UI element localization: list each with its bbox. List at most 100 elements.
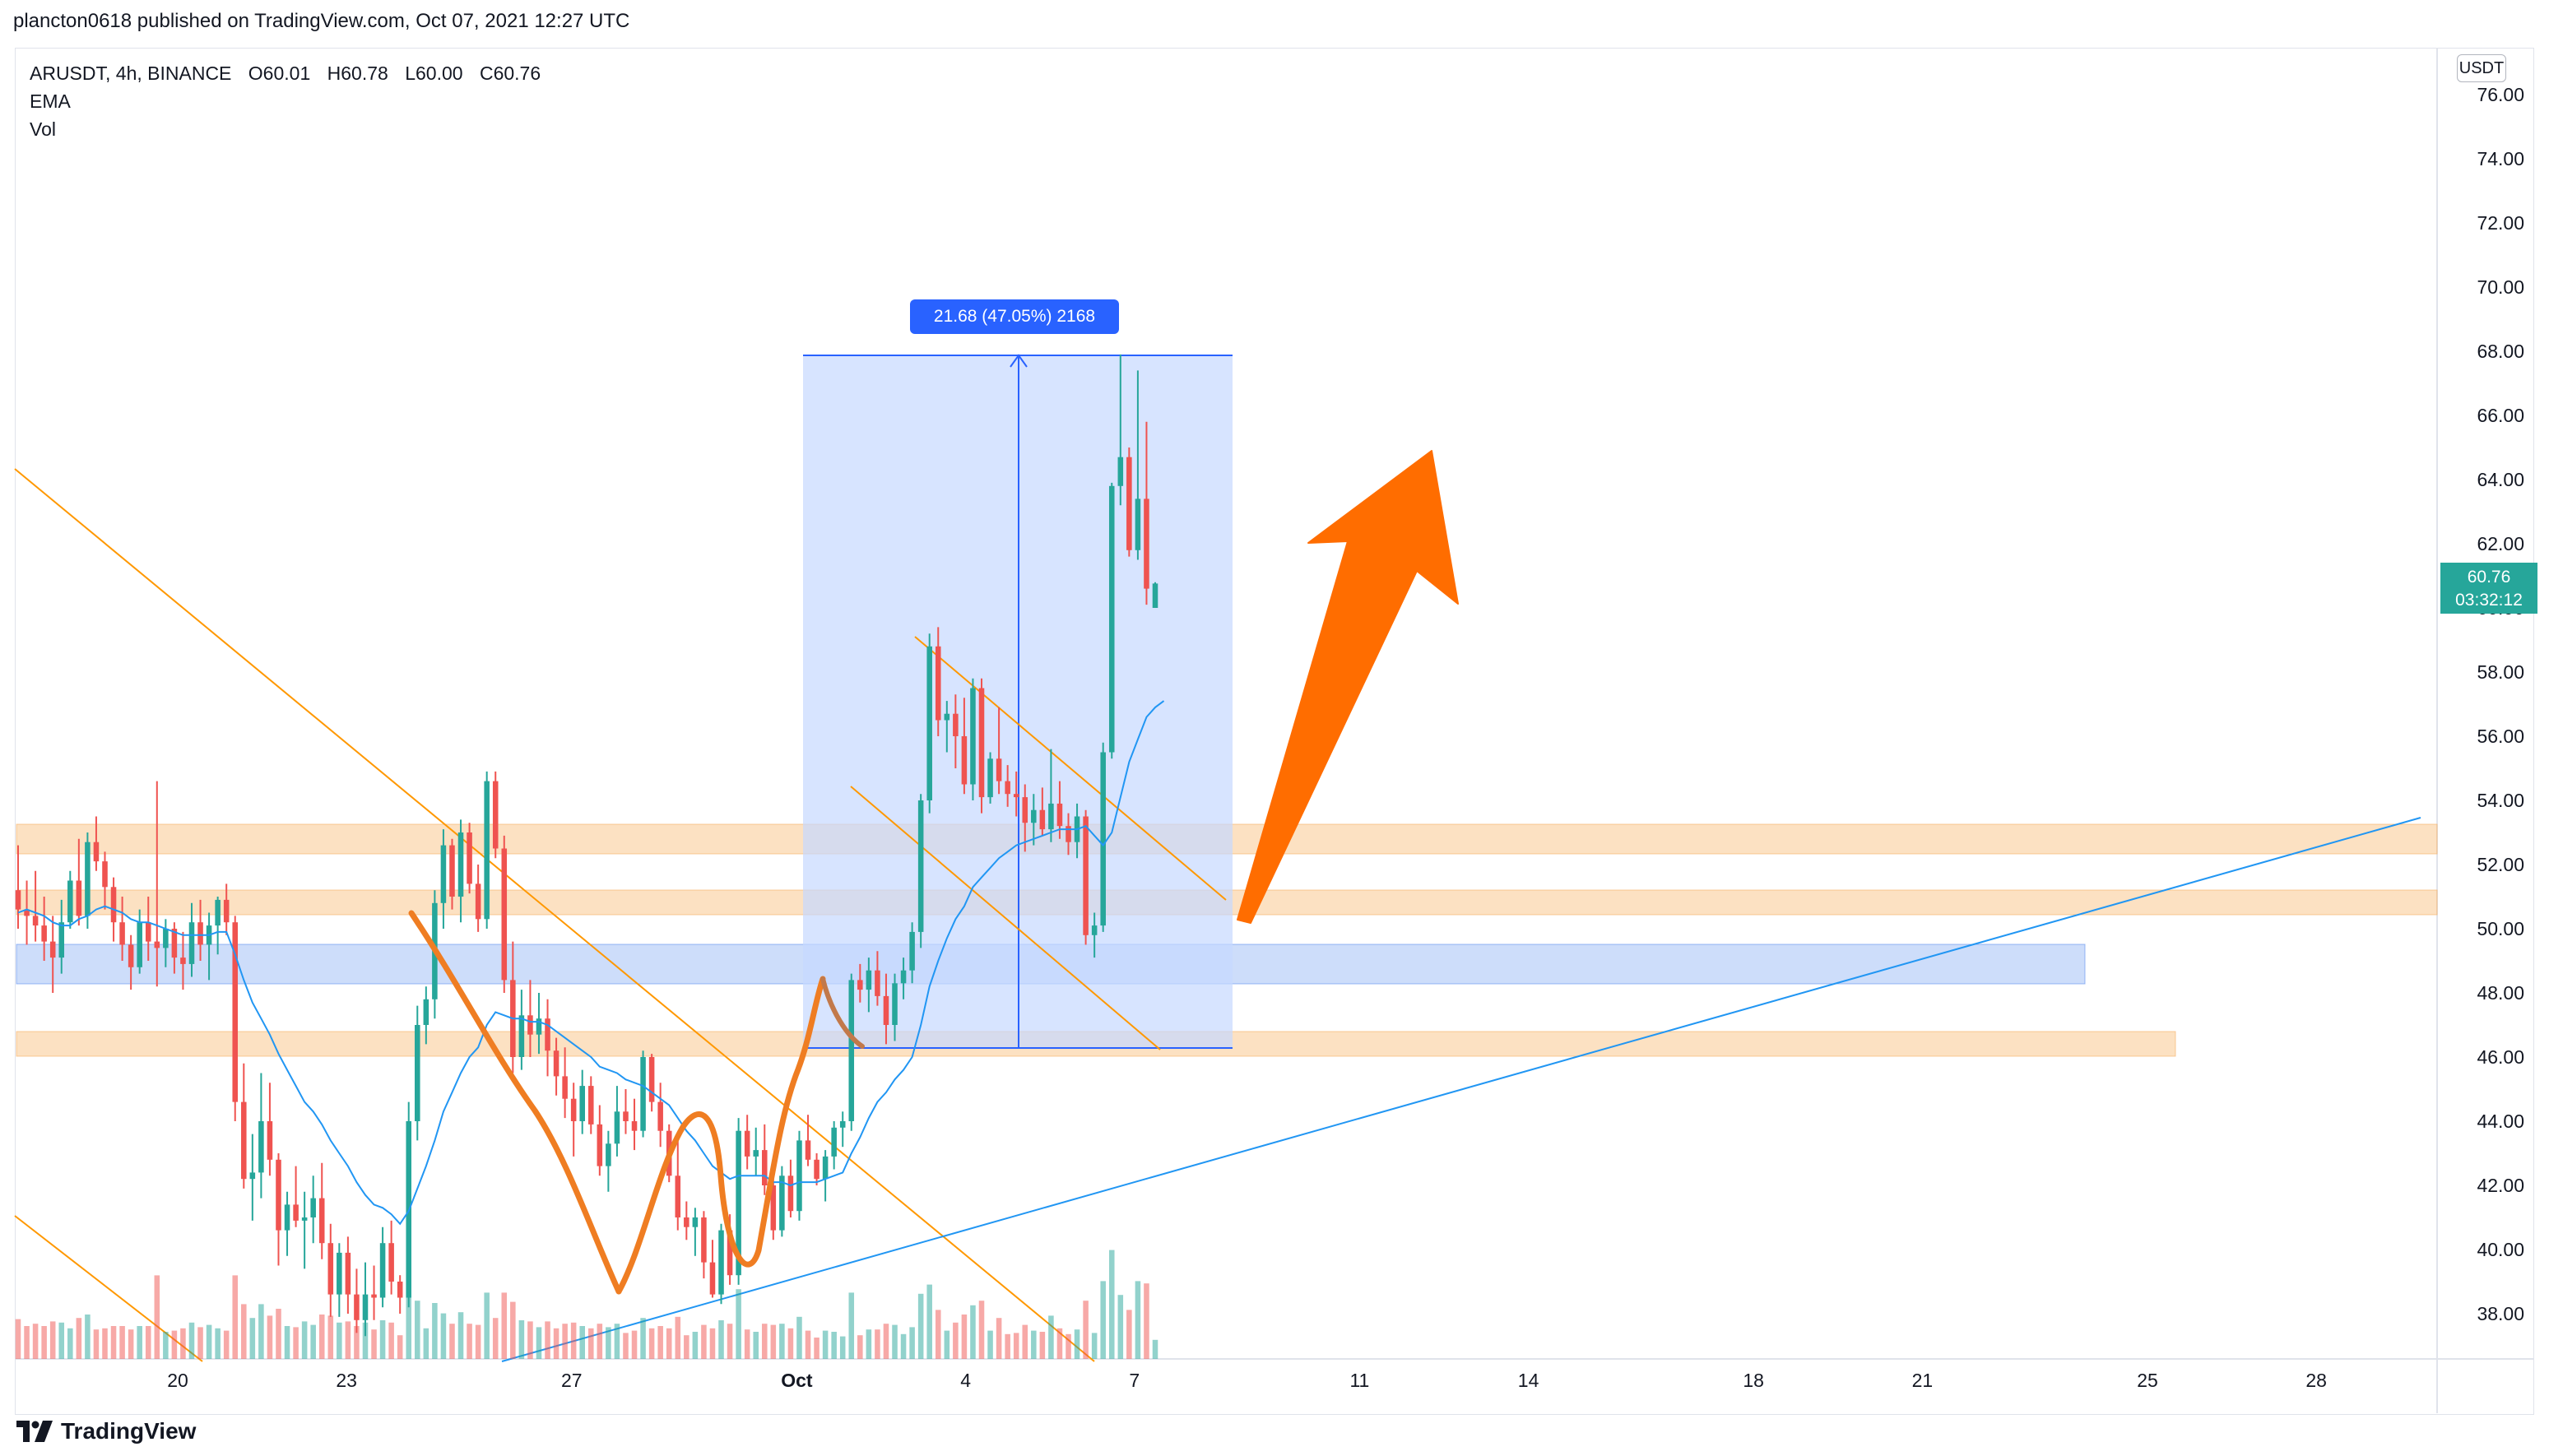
candle-body xyxy=(379,1243,386,1298)
price-axis[interactable]: 38.00 40.00 42.00 44.00 46.00 48.00 50.00 52.00… xyxy=(2477,84,2524,1324)
volume-bar xyxy=(188,1322,195,1359)
price-tick-label: 72.00 xyxy=(2477,212,2524,234)
time-tick-label: 7 xyxy=(1129,1370,1140,1391)
hand-drawn-curve-2[interactable] xyxy=(615,976,826,1295)
volume-bar xyxy=(119,1326,125,1359)
tradingview-logo[interactable]: TradingView xyxy=(16,1418,196,1444)
volume-bar xyxy=(301,1321,308,1359)
candle-body xyxy=(1117,457,1124,486)
descending-trendline-lower[interactable] xyxy=(14,1215,203,1362)
candle-body xyxy=(58,922,65,958)
time-tick-label: 20 xyxy=(167,1370,188,1391)
currency-button[interactable]: USDT xyxy=(2457,54,2506,82)
candle-body xyxy=(1048,803,1054,830)
candle-body xyxy=(484,781,490,920)
price-tick-label: 64.00 xyxy=(2477,469,2524,490)
candle-body xyxy=(267,1121,273,1160)
candle-body xyxy=(110,887,117,923)
volume-bar xyxy=(614,1324,620,1359)
bullish-arrow[interactable] xyxy=(1237,450,1459,924)
time-axis[interactable]: 20 23 27 Oct 4 7 11 14 18 21 25 28 xyxy=(167,1370,2327,1391)
volume-bar xyxy=(961,1315,968,1359)
candle-body xyxy=(1013,794,1019,798)
legend-vol[interactable]: Vol xyxy=(30,118,56,140)
volume-bar xyxy=(110,1326,117,1359)
volume-bar xyxy=(145,1326,151,1359)
candle-body xyxy=(736,1130,741,1276)
price-tick-label: 54.00 xyxy=(2477,790,2524,811)
ema-line[interactable] xyxy=(17,700,1165,1226)
volume-bar xyxy=(432,1303,438,1359)
ascending-trendline-blue[interactable] xyxy=(501,817,2421,1362)
price-tick-label: 76.00 xyxy=(2477,84,2524,105)
volume-bar xyxy=(831,1332,837,1359)
time-tick-label: 14 xyxy=(1518,1370,1539,1391)
price-tick-label: 42.00 xyxy=(2477,1175,2524,1196)
candle-body xyxy=(579,1086,585,1121)
volume-bar xyxy=(197,1327,203,1359)
candle-body xyxy=(718,1230,724,1295)
candle-body xyxy=(188,922,195,964)
legend-ema[interactable]: EMA xyxy=(30,90,71,112)
volume-bar xyxy=(67,1328,73,1359)
candle-body xyxy=(953,713,959,736)
volume-bar xyxy=(284,1326,290,1359)
hand-drawn-curve-3[interactable] xyxy=(820,976,865,1049)
candle-body xyxy=(527,1015,533,1035)
candle-body xyxy=(570,1098,577,1121)
candle-body xyxy=(301,1217,308,1221)
candle-body xyxy=(935,646,941,721)
volume-bar xyxy=(623,1333,629,1359)
volume-bar xyxy=(1100,1281,1106,1359)
candle-body xyxy=(197,922,203,945)
volume-bar xyxy=(744,1329,750,1359)
volume-bar xyxy=(770,1324,777,1359)
volume-bar xyxy=(761,1324,768,1359)
candle-body xyxy=(423,999,429,1025)
volume-bar xyxy=(310,1324,316,1359)
candle-body xyxy=(440,845,447,903)
candle-body xyxy=(562,1076,568,1099)
volume-bar xyxy=(406,1275,412,1359)
candle-body xyxy=(675,1175,681,1217)
volume-bar xyxy=(987,1330,993,1359)
volume-bar xyxy=(727,1324,733,1359)
volume-bar xyxy=(692,1332,699,1359)
volume-bar xyxy=(953,1322,959,1359)
volume-bar xyxy=(857,1335,863,1359)
volume-bar xyxy=(1031,1330,1037,1359)
candle-body xyxy=(1066,826,1071,842)
volume-bar xyxy=(875,1329,880,1359)
channel-upper-line[interactable] xyxy=(914,636,1227,901)
volume-bar xyxy=(154,1275,160,1359)
candle-body xyxy=(388,1243,394,1282)
volume-bar xyxy=(1135,1281,1141,1359)
volume-bar xyxy=(753,1332,759,1359)
candle-body xyxy=(457,832,464,897)
candle-body xyxy=(327,1243,334,1295)
candle-body xyxy=(467,832,472,884)
volume-bar xyxy=(1083,1301,1089,1359)
measure-label[interactable]: 21.68 (47.05%) 2168 xyxy=(910,299,1119,334)
hand-drawn-curve-1[interactable] xyxy=(408,910,622,1295)
legend-symbol[interactable]: ARUSDT, 4h, BINANCE xyxy=(30,63,232,84)
candle-body xyxy=(657,1101,663,1131)
candle-body xyxy=(518,1015,525,1057)
legend-low: L60.00 xyxy=(405,63,463,84)
descending-trendline-main[interactable] xyxy=(14,468,1095,1362)
volume-bar xyxy=(1108,1250,1115,1359)
candle-body xyxy=(727,1230,733,1276)
candle-body xyxy=(961,736,968,785)
volume-bar xyxy=(267,1315,273,1359)
candle-body xyxy=(449,845,455,897)
channel-lower-line[interactable] xyxy=(850,786,1161,1050)
volume-bar xyxy=(397,1335,403,1359)
candle-body xyxy=(588,1086,594,1124)
candle-body xyxy=(770,1185,777,1231)
volume-bar xyxy=(423,1328,429,1359)
volume-bar xyxy=(562,1324,568,1359)
price-tick-label: 74.00 xyxy=(2477,148,2524,169)
chart-frame[interactable] xyxy=(15,48,2534,1415)
legend-close: C60.76 xyxy=(479,63,541,84)
